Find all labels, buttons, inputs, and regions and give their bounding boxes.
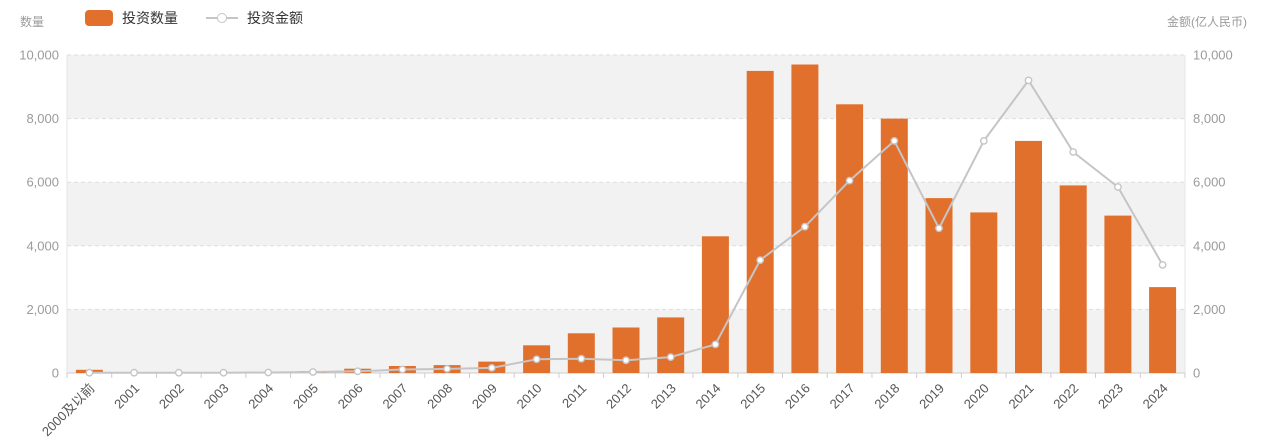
right-tick-label: 0: [1193, 366, 1200, 381]
x-tick-label-2021: 2021: [1006, 381, 1037, 412]
right-axis-title: 金额(亿人民币): [1167, 15, 1247, 29]
line-point-2009[interactable]: [487, 363, 496, 372]
left-tick-label: 0: [52, 366, 59, 381]
left-tick-label: 6,000: [26, 175, 59, 190]
bar-2018[interactable]: [880, 118, 908, 373]
x-tick-label-2023: 2023: [1095, 381, 1126, 412]
x-tick-label-2015: 2015: [737, 381, 768, 412]
x-tick-label-2020: 2020: [961, 381, 992, 412]
line-point-2002[interactable]: [174, 368, 183, 377]
bar-2019[interactable]: [925, 198, 953, 373]
y-axis-labels-right: 0 2,000 4,000 6,000 8,000 10,000: [1193, 48, 1233, 381]
x-tick-label-2019: 2019: [916, 381, 947, 412]
bar-2024[interactable]: [1149, 287, 1177, 373]
line-point-2005[interactable]: [309, 368, 317, 376]
line-point-2008[interactable]: [443, 364, 451, 373]
left-tick-label: 4,000: [26, 238, 59, 253]
line-point-2013[interactable]: [666, 353, 675, 361]
x-tick-label-2011: 2011: [559, 381, 589, 411]
x-tick-label-2008: 2008: [424, 381, 455, 412]
line-point-2023[interactable]: [1114, 183, 1122, 191]
x-tick-label-2000及以前: 2000及以前: [39, 381, 98, 440]
x-tick-label-2022: 2022: [1050, 381, 1081, 412]
bar-2015[interactable]: [746, 70, 774, 374]
x-tick-label-2006: 2006: [335, 381, 366, 412]
line-point-2001[interactable]: [130, 368, 139, 377]
bar-2017[interactable]: [836, 104, 864, 374]
bar-2012[interactable]: [612, 327, 640, 374]
x-tick-label-2017: 2017: [827, 381, 858, 412]
bar-2014[interactable]: [701, 236, 729, 373]
line-series-swatch-icon: [206, 13, 238, 23]
left-tick-label: 8,000: [26, 111, 59, 126]
x-tick-label-2014: 2014: [693, 381, 724, 412]
legend-label-investment-amount: 投资金额: [247, 10, 303, 26]
line-point-2004[interactable]: [264, 368, 273, 377]
line-point-2000及以前[interactable]: [85, 368, 94, 377]
line-point-2018[interactable]: [890, 136, 899, 145]
x-tick-label-2009: 2009: [469, 381, 500, 412]
line-point-2016[interactable]: [801, 222, 809, 231]
line-point-2020[interactable]: [979, 136, 988, 145]
line-point-2006[interactable]: [353, 367, 362, 376]
line-point-2011[interactable]: [577, 354, 586, 363]
axis-lines: [66, 55, 1186, 378]
legend-item-investment-amount[interactable]: 投资金额: [206, 8, 303, 28]
left-tick-label: 10,000: [19, 48, 59, 63]
line-point-2019[interactable]: [935, 224, 943, 233]
x-tick-label-2010: 2010: [514, 381, 545, 412]
line-point-2015[interactable]: [756, 256, 765, 264]
line-point-2010[interactable]: [532, 355, 541, 364]
x-tick-label-2004: 2004: [245, 381, 276, 412]
line-point-2012[interactable]: [622, 356, 630, 365]
line-point-2024[interactable]: [1158, 260, 1167, 269]
line-point-2014[interactable]: [711, 340, 720, 349]
bar-2013[interactable]: [657, 317, 685, 373]
bar-2011[interactable]: [567, 333, 595, 374]
x-tick-label-2024: 2024: [1140, 381, 1171, 412]
left-tick-label: 2,000: [26, 302, 59, 317]
y-axis-labels-left: 0 2,000 4,000 6,000 8,000 10,000: [19, 48, 59, 381]
right-tick-label: 6,000: [1193, 175, 1226, 190]
bar-2016[interactable]: [791, 64, 819, 374]
x-tick-label-2003: 2003: [201, 381, 232, 412]
bar-2023[interactable]: [1104, 215, 1132, 373]
left-axis-title: 数量: [20, 15, 45, 29]
x-tick-label-2013: 2013: [648, 381, 679, 412]
line-point-2021[interactable]: [1024, 76, 1033, 85]
x-tick-label-2002: 2002: [156, 381, 187, 412]
line-marker-icon: [217, 13, 227, 23]
bar-2022[interactable]: [1059, 185, 1087, 373]
bar-2021[interactable]: [1015, 140, 1042, 373]
line-point-2007[interactable]: [398, 365, 407, 374]
line-point-2022[interactable]: [1069, 148, 1078, 156]
bar-series-swatch-icon: [85, 10, 113, 26]
right-tick-label: 10,000: [1193, 48, 1233, 63]
legend-label-investment-count: 投资数量: [122, 10, 178, 26]
x-tick-label-2005: 2005: [290, 381, 321, 412]
right-tick-label: 2,000: [1193, 302, 1226, 317]
line-series: [85, 76, 1167, 377]
x-tick-label-2016: 2016: [782, 381, 813, 412]
x-tick-label-2018: 2018: [871, 381, 902, 412]
legend: 投资数量 投资金额: [85, 8, 303, 28]
plot-stripes: [67, 55, 1185, 373]
x-tick-label-2012: 2012: [603, 381, 634, 412]
x-axis-labels: 2000及以前 2001 2002 2003 2004 2005 2006 2007 2008 2…: [39, 381, 1171, 440]
line-point-2017[interactable]: [845, 176, 854, 185]
x-tick-label-2001: 2001: [111, 381, 142, 412]
right-tick-label: 8,000: [1193, 111, 1226, 126]
bar-2020[interactable]: [970, 212, 998, 373]
bar-series: [75, 64, 1177, 374]
line-point-2003[interactable]: [219, 368, 228, 377]
legend-item-investment-count[interactable]: 投资数量: [85, 8, 178, 28]
x-tick-label-2007: 2007: [379, 381, 410, 412]
right-tick-label: 4,000: [1193, 238, 1226, 253]
